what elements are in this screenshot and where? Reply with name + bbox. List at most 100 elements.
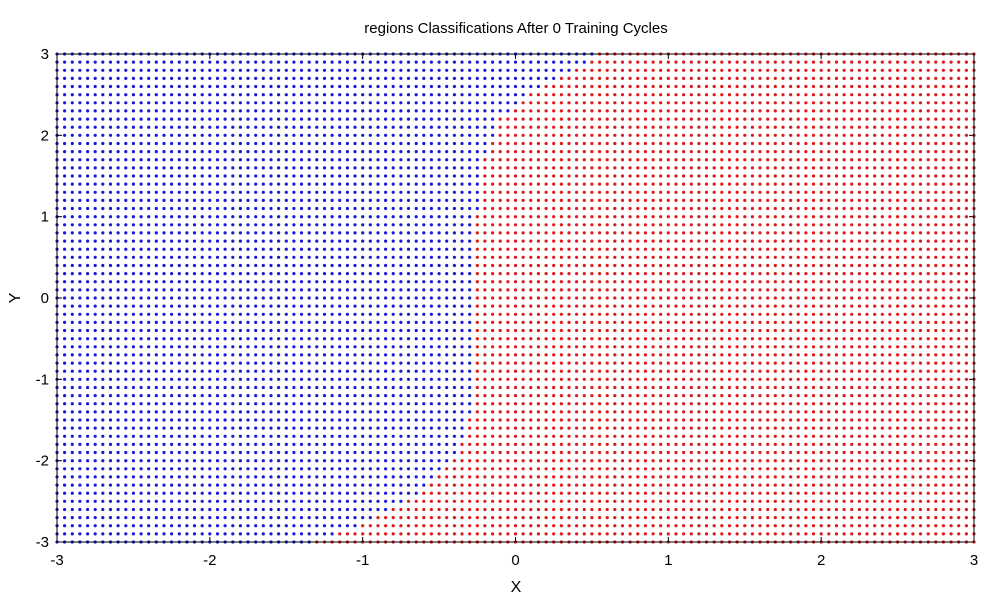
grid-point: [643, 239, 648, 243]
grid-point: [162, 304, 166, 308]
grid-point: [949, 280, 953, 284]
grid-point: [834, 394, 839, 398]
grid-point: [567, 467, 571, 471]
grid-point: [903, 280, 907, 284]
grid-point: [804, 247, 808, 251]
grid-point: [811, 499, 816, 503]
grid-point: [361, 247, 365, 251]
grid-point: [819, 223, 823, 227]
grid-point: [896, 215, 900, 219]
grid-point: [269, 296, 273, 300]
grid-point: [911, 288, 915, 292]
grid-point: [758, 272, 762, 276]
grid-point: [643, 255, 648, 259]
grid-point: [384, 459, 388, 463]
grid-point: [674, 426, 678, 430]
grid-point: [299, 231, 304, 235]
grid-point: [284, 312, 288, 316]
grid-point: [590, 394, 594, 398]
grid-point: [345, 532, 349, 536]
grid-point: [888, 239, 892, 243]
grid-point: [842, 263, 846, 268]
grid-point: [934, 353, 938, 357]
grid-point: [559, 353, 564, 357]
grid-point: [78, 394, 82, 398]
grid-point: [93, 312, 97, 316]
grid-point: [162, 402, 166, 406]
grid-point: [422, 385, 426, 390]
grid-point: [200, 345, 204, 349]
grid-point: [238, 312, 242, 316]
grid-point: [483, 491, 487, 495]
grid-point: [78, 215, 82, 219]
grid-point: [200, 418, 204, 422]
grid-point: [911, 345, 915, 349]
grid-point: [284, 320, 288, 324]
grid-point: [338, 288, 342, 292]
grid-point: [108, 296, 113, 300]
grid-point: [735, 467, 739, 471]
grid-point: [804, 426, 808, 430]
grid-point: [215, 361, 220, 365]
grid-point: [957, 475, 961, 479]
grid-point: [261, 442, 265, 446]
grid-point: [170, 255, 174, 259]
grid-point: [888, 328, 892, 333]
grid-point: [896, 345, 900, 349]
grid-point: [246, 288, 250, 292]
grid-point: [200, 426, 204, 430]
grid-point: [429, 345, 433, 349]
grid-point: [406, 459, 411, 463]
grid-point: [620, 499, 625, 503]
grid-point: [682, 280, 686, 284]
grid-point: [70, 385, 74, 390]
grid-point: [773, 394, 777, 398]
grid-point: [704, 328, 709, 333]
grid-point: [131, 239, 135, 243]
grid-point: [552, 442, 556, 446]
grid-point: [880, 361, 884, 365]
grid-point: [811, 247, 816, 251]
grid-point: [307, 491, 311, 495]
grid-point: [712, 475, 716, 479]
grid-point: [483, 467, 487, 471]
grid-point: [361, 426, 365, 430]
grid-point: [636, 345, 640, 349]
grid-point: [544, 337, 548, 341]
grid-point: [850, 353, 854, 357]
grid-point: [949, 239, 953, 243]
grid-point: [177, 353, 181, 357]
grid-point: [70, 459, 74, 463]
grid-point: [361, 516, 365, 520]
grid-point: [154, 215, 158, 219]
grid-point: [888, 288, 892, 292]
grid-point: [605, 345, 609, 349]
grid-point: [284, 467, 288, 471]
grid-point: [498, 280, 502, 284]
grid-point: [834, 337, 839, 341]
grid-point: [796, 304, 800, 308]
grid-point: [254, 483, 258, 487]
grid-point: [850, 337, 854, 341]
grid-point: [758, 320, 762, 324]
grid-point: [628, 426, 632, 430]
grid-point: [636, 507, 640, 512]
grid-point: [483, 247, 487, 251]
grid-point: [208, 459, 212, 463]
grid-point: [590, 215, 594, 219]
grid-point: [804, 304, 808, 308]
grid-point: [521, 499, 525, 503]
grid-point: [269, 255, 273, 259]
grid-point: [338, 247, 342, 251]
grid-point: [208, 450, 212, 455]
grid-point: [238, 532, 242, 536]
grid-point: [361, 337, 365, 341]
grid-point: [689, 369, 693, 373]
grid-point: [215, 280, 220, 284]
grid-point: [949, 369, 953, 373]
grid-point: [521, 491, 525, 495]
grid-point: [903, 328, 907, 333]
grid-point: [429, 223, 433, 227]
grid-point: [506, 223, 510, 227]
grid-point: [773, 385, 777, 390]
